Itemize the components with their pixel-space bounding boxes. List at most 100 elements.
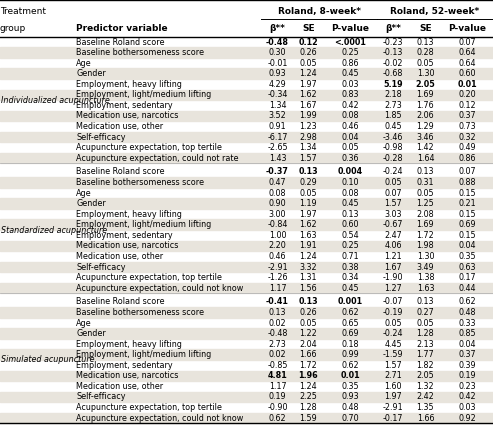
- Text: 0.46: 0.46: [341, 122, 359, 131]
- Text: 1.97: 1.97: [299, 210, 317, 219]
- Text: 1.85: 1.85: [385, 111, 402, 121]
- Text: 0.92: 0.92: [458, 413, 476, 422]
- Text: Baseline bothersomeness score: Baseline bothersomeness score: [76, 308, 205, 317]
- Text: Acupuncture expectation, top tertile: Acupuncture expectation, top tertile: [76, 403, 222, 412]
- Text: Medication use, narcotics: Medication use, narcotics: [76, 372, 179, 380]
- Bar: [0, 153, 493, 163]
- Text: 1.43: 1.43: [269, 154, 286, 163]
- Text: 0.44: 0.44: [458, 284, 476, 292]
- Text: 0.07: 0.07: [458, 38, 476, 47]
- Text: 2.08: 2.08: [417, 210, 434, 219]
- Text: Acupuncture expectation, could not know: Acupuncture expectation, could not know: [76, 284, 244, 292]
- Text: P-value: P-value: [448, 24, 487, 33]
- Text: Self-efficacy: Self-efficacy: [76, 133, 126, 142]
- Text: -6.17: -6.17: [267, 133, 288, 142]
- Text: -0.90: -0.90: [267, 403, 288, 412]
- Text: 1.24: 1.24: [300, 69, 317, 78]
- Text: 1.34: 1.34: [269, 101, 286, 110]
- Text: Acupuncture expectation, could not know: Acupuncture expectation, could not know: [76, 413, 244, 422]
- Text: Roland, 52-week*: Roland, 52-week*: [390, 7, 480, 16]
- Text: 0.04: 0.04: [341, 133, 359, 142]
- Text: -0.19: -0.19: [383, 308, 403, 317]
- Text: 0.02: 0.02: [269, 318, 286, 327]
- Text: 1.97: 1.97: [384, 392, 402, 401]
- Text: 0.86: 0.86: [341, 59, 359, 68]
- Text: 0.05: 0.05: [300, 318, 317, 327]
- Text: Acupuncture expectation, top tertile: Acupuncture expectation, top tertile: [76, 143, 222, 152]
- Text: 1.76: 1.76: [417, 101, 434, 110]
- Text: Age: Age: [76, 59, 92, 68]
- Text: 2.13: 2.13: [417, 340, 434, 349]
- Text: -2.91: -2.91: [267, 263, 288, 272]
- Text: 0.05: 0.05: [385, 318, 402, 327]
- Text: 1.57: 1.57: [299, 154, 317, 163]
- Text: 1.82: 1.82: [417, 361, 434, 370]
- Text: group: group: [0, 24, 26, 33]
- Bar: [0, 283, 493, 293]
- Text: 0.64: 0.64: [458, 59, 476, 68]
- Text: Self-efficacy: Self-efficacy: [76, 392, 126, 401]
- Text: Medication use, other: Medication use, other: [76, 122, 164, 131]
- Text: 0.31: 0.31: [417, 178, 434, 187]
- Bar: [0, 307, 493, 318]
- Text: -0.41: -0.41: [266, 297, 289, 306]
- Text: 1.27: 1.27: [384, 284, 402, 292]
- Text: SE: SE: [419, 24, 432, 33]
- Text: 2.18: 2.18: [385, 90, 402, 99]
- Bar: [0, 392, 493, 402]
- Text: 0.20: 0.20: [458, 90, 476, 99]
- Text: 0.19: 0.19: [269, 392, 286, 401]
- Text: 1.64: 1.64: [417, 154, 434, 163]
- Text: 1.32: 1.32: [417, 382, 434, 391]
- Text: -0.98: -0.98: [383, 143, 403, 152]
- Text: 1.63: 1.63: [417, 284, 434, 292]
- Text: 0.39: 0.39: [458, 361, 476, 370]
- Text: 2.06: 2.06: [417, 111, 434, 121]
- Text: 0.13: 0.13: [417, 168, 434, 176]
- Text: 1.91: 1.91: [300, 241, 317, 251]
- Text: 0.05: 0.05: [385, 178, 402, 187]
- Text: 0.28: 0.28: [417, 48, 434, 57]
- Text: SE: SE: [302, 24, 315, 33]
- Text: Baseline Roland score: Baseline Roland score: [76, 297, 165, 306]
- Text: Self-efficacy: Self-efficacy: [76, 263, 126, 272]
- Text: 0.62: 0.62: [341, 361, 359, 370]
- Text: -0.17: -0.17: [383, 413, 403, 422]
- Text: 1.23: 1.23: [300, 122, 317, 131]
- Bar: [0, 89, 493, 100]
- Text: 4.29: 4.29: [269, 80, 286, 89]
- Text: 2.71: 2.71: [384, 372, 402, 380]
- Text: 0.62: 0.62: [269, 413, 286, 422]
- Text: 1.62: 1.62: [300, 220, 317, 229]
- Text: 0.45: 0.45: [341, 199, 359, 208]
- Text: 0.71: 0.71: [341, 252, 359, 261]
- Text: 0.01: 0.01: [340, 372, 360, 380]
- Text: 0.62: 0.62: [341, 308, 359, 317]
- Text: -0.13: -0.13: [383, 48, 403, 57]
- Text: 3.52: 3.52: [269, 111, 286, 121]
- Text: 0.60: 0.60: [458, 69, 476, 78]
- Text: 3.49: 3.49: [417, 263, 434, 272]
- Text: β**: β**: [385, 24, 401, 33]
- Text: -3.46: -3.46: [383, 133, 403, 142]
- Text: 0.38: 0.38: [341, 263, 359, 272]
- Text: Employment, heavy lifting: Employment, heavy lifting: [76, 210, 182, 219]
- Text: 0.93: 0.93: [269, 69, 286, 78]
- Text: 0.35: 0.35: [458, 252, 476, 261]
- Text: 0.25: 0.25: [341, 48, 359, 57]
- Text: -0.07: -0.07: [383, 297, 403, 306]
- Text: 1.63: 1.63: [300, 231, 317, 240]
- Bar: [0, 262, 493, 272]
- Text: Employment, sedentary: Employment, sedentary: [76, 231, 173, 240]
- Text: 1.24: 1.24: [300, 382, 317, 391]
- Text: 0.85: 0.85: [458, 329, 476, 338]
- Text: 0.04: 0.04: [458, 241, 476, 251]
- Text: Baseline bothersomeness score: Baseline bothersomeness score: [76, 178, 205, 187]
- Bar: [0, 47, 493, 58]
- Text: 1.31: 1.31: [300, 273, 317, 282]
- Text: 0.13: 0.13: [341, 210, 359, 219]
- Text: 0.48: 0.48: [341, 403, 359, 412]
- Text: 2.25: 2.25: [299, 392, 317, 401]
- Text: 0.13: 0.13: [299, 168, 318, 176]
- Text: 0.13: 0.13: [269, 308, 286, 317]
